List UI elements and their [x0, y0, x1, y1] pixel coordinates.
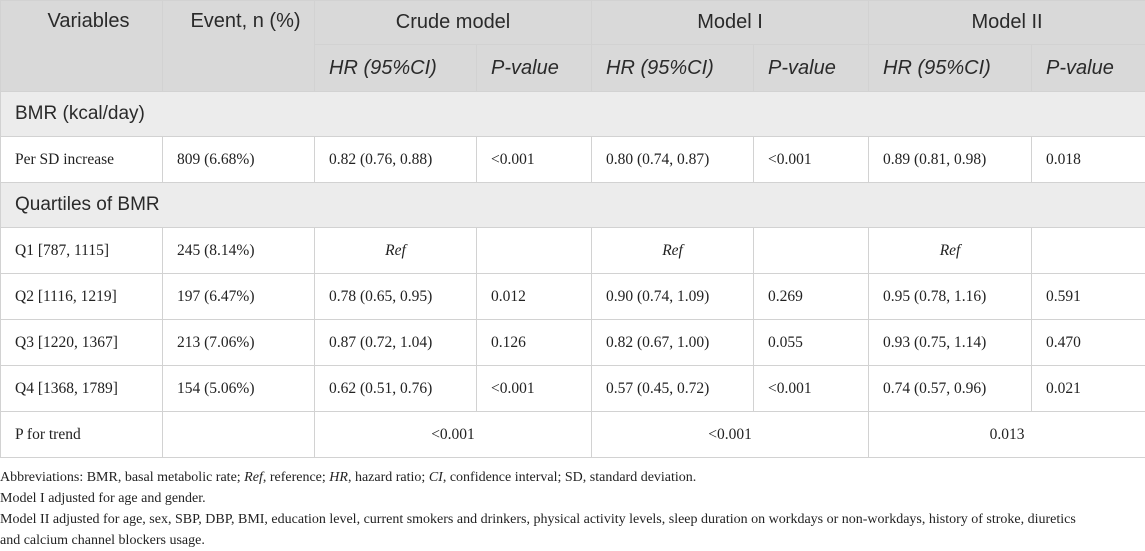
hr-cell: 0.82 (0.76, 0.88): [315, 137, 477, 183]
footnote-model2-cont: and calcium channel blockers usage.: [0, 530, 1145, 551]
trend-cell: <0.001: [315, 412, 592, 458]
header-hr-model1: HR (95%CI): [592, 45, 754, 92]
table-row: Q1 [787, 1115] 245 (8.14%) Ref Ref Ref: [1, 228, 1145, 274]
header-p-model1: P-value: [754, 45, 869, 92]
p-cell: <0.001: [477, 366, 592, 412]
hr-cell: 0.57 (0.45, 0.72): [592, 366, 754, 412]
table-row: Q4 [1368, 1789] 154 (5.06%) 0.62 (0.51, …: [1, 366, 1145, 412]
p-cell: 0.055: [754, 320, 869, 366]
footnote-text: , confidence interval; SD, standard devi…: [443, 470, 696, 485]
table-row: Q2 [1116, 1219] 197 (6.47%) 0.78 (0.65, …: [1, 274, 1145, 320]
header-model-1: Model I: [592, 1, 869, 45]
footnote-text: , reference;: [263, 470, 329, 485]
footnote-text: CI: [429, 470, 443, 485]
trend-cell: 0.013: [869, 412, 1145, 458]
header-variables: Variables: [1, 1, 163, 92]
footnote-model2: Model II adjusted for age, sex, SBP, DBP…: [0, 509, 1145, 530]
p-cell: <0.001: [477, 137, 592, 183]
table-footnotes: Abbreviations: BMR, basal metabolic rate…: [0, 458, 1145, 551]
hr-cell: 0.87 (0.72, 1.04): [315, 320, 477, 366]
footnote-text: , hazard ratio;: [348, 470, 429, 485]
p-cell: [754, 228, 869, 274]
trend-cell: <0.001: [592, 412, 869, 458]
p-cell: 0.018: [1032, 137, 1145, 183]
p-cell: 0.021: [1032, 366, 1145, 412]
hr-cell: Ref: [869, 228, 1032, 274]
event-cell: 154 (5.06%): [163, 366, 315, 412]
row-label: Per SD increase: [1, 137, 163, 183]
hr-cell: Ref: [315, 228, 477, 274]
section-bmr: BMR (kcal/day): [1, 92, 1145, 137]
hr-cell: 0.62 (0.51, 0.76): [315, 366, 477, 412]
hazard-ratio-table: Variables Event, n (%) Crude model Model…: [0, 0, 1145, 458]
header-hr-crude: HR (95%CI): [315, 45, 477, 92]
section-quartiles: Quartiles of BMR: [1, 183, 1145, 228]
row-label: Q4 [1368, 1789]: [1, 366, 163, 412]
header-event: Event, n (%): [163, 1, 315, 92]
row-label: Q2 [1116, 1219]: [1, 274, 163, 320]
hr-cell: 0.95 (0.78, 1.16): [869, 274, 1032, 320]
section-row: BMR (kcal/day): [1, 92, 1145, 137]
event-cell: 213 (7.06%): [163, 320, 315, 366]
row-label: Q3 [1220, 1367]: [1, 320, 163, 366]
table-row: Q3 [1220, 1367] 213 (7.06%) 0.87 (0.72, …: [1, 320, 1145, 366]
p-cell: [477, 228, 592, 274]
header-model-2: Model II: [869, 1, 1145, 45]
p-cell: 0.126: [477, 320, 592, 366]
row-label: P for trend: [1, 412, 163, 458]
header-p-model2: P-value: [1032, 45, 1145, 92]
header-hr-model2: HR (95%CI): [869, 45, 1032, 92]
p-cell: <0.001: [754, 366, 869, 412]
section-row: Quartiles of BMR: [1, 183, 1145, 228]
table-row: Per SD increase 809 (6.68%) 0.82 (0.76, …: [1, 137, 1145, 183]
row-label: Q1 [787, 1115]: [1, 228, 163, 274]
p-cell: 0.269: [754, 274, 869, 320]
hr-cell: Ref: [592, 228, 754, 274]
hr-cell: 0.82 (0.67, 1.00): [592, 320, 754, 366]
event-cell: [163, 412, 315, 458]
p-cell: <0.001: [754, 137, 869, 183]
hr-cell: 0.78 (0.65, 0.95): [315, 274, 477, 320]
hr-cell: 0.74 (0.57, 0.96): [869, 366, 1032, 412]
p-cell: 0.012: [477, 274, 592, 320]
hr-cell: 0.80 (0.74, 0.87): [592, 137, 754, 183]
p-cell: [1032, 228, 1145, 274]
hr-cell: 0.89 (0.81, 0.98): [869, 137, 1032, 183]
p-cell: 0.591: [1032, 274, 1145, 320]
hr-cell: 0.90 (0.74, 1.09): [592, 274, 754, 320]
hr-cell: 0.93 (0.75, 1.14): [869, 320, 1032, 366]
header-p-crude: P-value: [477, 45, 592, 92]
event-cell: 809 (6.68%): [163, 137, 315, 183]
footnote-abbreviations: Abbreviations: BMR, basal metabolic rate…: [0, 467, 1145, 488]
footnote-text: HR: [329, 470, 348, 485]
footnote-text: Ref: [244, 470, 263, 485]
header-crude-model: Crude model: [315, 1, 592, 45]
event-cell: 197 (6.47%): [163, 274, 315, 320]
footnote-text: Abbreviations: BMR, basal metabolic rate…: [0, 470, 244, 485]
table-row: P for trend <0.001 <0.001 0.013: [1, 412, 1145, 458]
event-cell: 245 (8.14%): [163, 228, 315, 274]
footnote-model1: Model I adjusted for age and gender.: [0, 488, 1145, 509]
p-cell: 0.470: [1032, 320, 1145, 366]
